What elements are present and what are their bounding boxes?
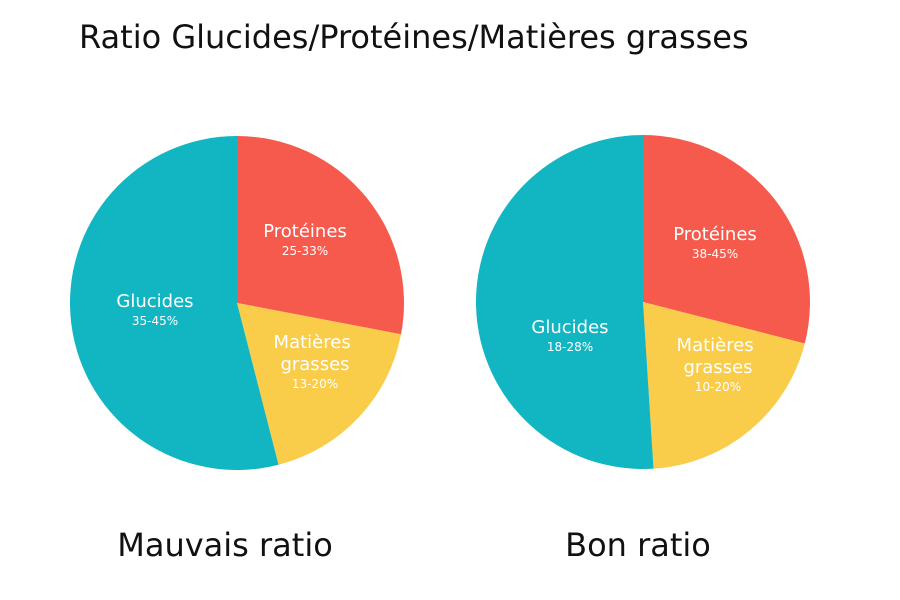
slice-glucides-bad bbox=[69, 136, 279, 470]
slice-matieres-grasses-bad bbox=[237, 303, 402, 465]
slice-value-glucides-bad: 35-45% bbox=[132, 314, 178, 328]
slice-matieres-grasses-good bbox=[643, 302, 805, 469]
slice-label-matieres-good-line1: Matières bbox=[677, 335, 754, 356]
slice-label-matieres-grasses-bad: Matières grasses bbox=[274, 332, 357, 375]
pie-bad-ratio: Protéines 25-33% Matières grasses 13-20%… bbox=[69, 136, 404, 564]
slice-label-glucides-good: Glucides bbox=[531, 317, 608, 338]
slice-value-proteines-good: 38-45% bbox=[692, 247, 738, 261]
caption-bad-ratio: Mauvais ratio bbox=[117, 526, 333, 564]
slice-label-proteines-bad: Protéines bbox=[263, 221, 347, 242]
slice-proteines-good bbox=[643, 135, 810, 344]
caption-good-ratio: Bon ratio bbox=[565, 526, 711, 564]
slice-glucides-good bbox=[475, 135, 654, 469]
slice-label-matieres-bad-line1: Matières bbox=[274, 332, 351, 353]
slice-proteines-bad bbox=[237, 136, 404, 335]
pie-good-ratio: Protéines 38-45% Matières grasses 10-20%… bbox=[475, 135, 810, 564]
slice-value-matieres-grasses-bad: 13-20% bbox=[292, 377, 338, 391]
slice-label-proteines-good: Protéines bbox=[673, 224, 757, 245]
slice-label-glucides-bad: Glucides bbox=[116, 291, 193, 312]
slice-value-proteines-bad: 25-33% bbox=[282, 244, 328, 258]
pie-good-ratio-slices bbox=[475, 135, 810, 469]
slice-label-matieres-grasses-good: Matières grasses bbox=[677, 335, 760, 378]
pie-bad-ratio-slices bbox=[69, 136, 404, 470]
slice-label-matieres-bad-line2: grasses bbox=[280, 354, 349, 375]
slice-value-glucides-good: 18-28% bbox=[547, 340, 593, 354]
chart-title: Ratio Glucides/Protéines/Matières grasse… bbox=[79, 18, 749, 56]
slice-label-matieres-good-line2: grasses bbox=[683, 357, 752, 378]
slice-value-matieres-grasses-good: 10-20% bbox=[695, 380, 741, 394]
